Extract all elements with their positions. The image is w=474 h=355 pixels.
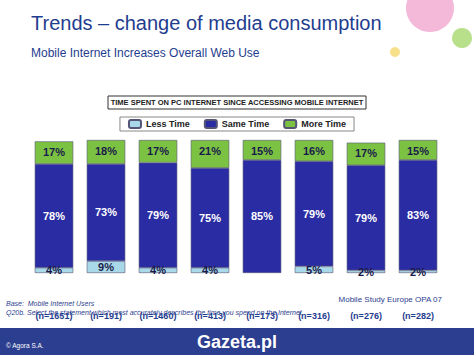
svg-text:21%: 21%: [199, 145, 221, 157]
svg-text:(n=316): (n=316): [298, 311, 330, 321]
svg-text:15%: 15%: [407, 145, 429, 157]
svg-text:79%: 79%: [355, 212, 377, 224]
svg-text:79%: 79%: [303, 208, 325, 220]
svg-text:(n=191): (n=191): [90, 311, 122, 321]
svg-text:5%: 5%: [306, 264, 322, 276]
svg-text:(n=173): (n=173): [246, 311, 278, 321]
svg-text:75%: 75%: [199, 212, 221, 224]
svg-text:(n=413): (n=413): [194, 311, 226, 321]
svg-text:17%: 17%: [147, 145, 169, 157]
svg-text:9%: 9%: [98, 261, 114, 273]
svg-text:Gazeta.pl: Gazeta.pl: [197, 332, 277, 352]
svg-text:2%: 2%: [410, 266, 426, 278]
svg-text:(n=276): (n=276): [350, 311, 382, 321]
svg-text:4%: 4%: [46, 264, 62, 276]
svg-text:16%: 16%: [303, 145, 325, 157]
svg-text:TIME SPENT ON PC INTERNET SINC: TIME SPENT ON PC INTERNET SINCE ACCESSIN…: [111, 98, 364, 107]
svg-text:17%: 17%: [43, 146, 65, 158]
svg-text:Mobile Study Europe OPA 07: Mobile Study Europe OPA 07: [339, 295, 443, 304]
svg-text:(n=1651): (n=1651): [36, 311, 73, 321]
svg-text:(n=282): (n=282): [402, 311, 434, 321]
svg-text:More Time: More Time: [301, 119, 346, 129]
svg-text:79%: 79%: [147, 209, 169, 221]
svg-text:73%: 73%: [95, 206, 117, 218]
svg-text:85%: 85%: [251, 210, 273, 222]
svg-text:Mobile Internet Increases Over: Mobile Internet Increases Overall Web Us…: [31, 46, 260, 60]
svg-text:15%: 15%: [251, 145, 273, 157]
svg-text:78%: 78%: [43, 210, 65, 222]
svg-text:17%: 17%: [355, 147, 377, 159]
svg-text:(n=1460): (n=1460): [140, 311, 177, 321]
svg-text:Same Time: Same Time: [222, 119, 269, 129]
svg-text:© Agora S.A.: © Agora S.A.: [6, 342, 44, 350]
svg-text:Less Time: Less Time: [146, 119, 190, 129]
svg-text:4%: 4%: [150, 264, 166, 276]
svg-text:4%: 4%: [202, 264, 218, 276]
svg-text:18%: 18%: [95, 145, 117, 157]
svg-text:Base: Mobile Internet Users: Base: Mobile Internet Users: [6, 300, 95, 307]
svg-text:83%: 83%: [407, 209, 429, 221]
svg-text:Trends – change of media consu: Trends – change of media consumption: [31, 12, 382, 34]
svg-text:2%: 2%: [358, 266, 374, 278]
